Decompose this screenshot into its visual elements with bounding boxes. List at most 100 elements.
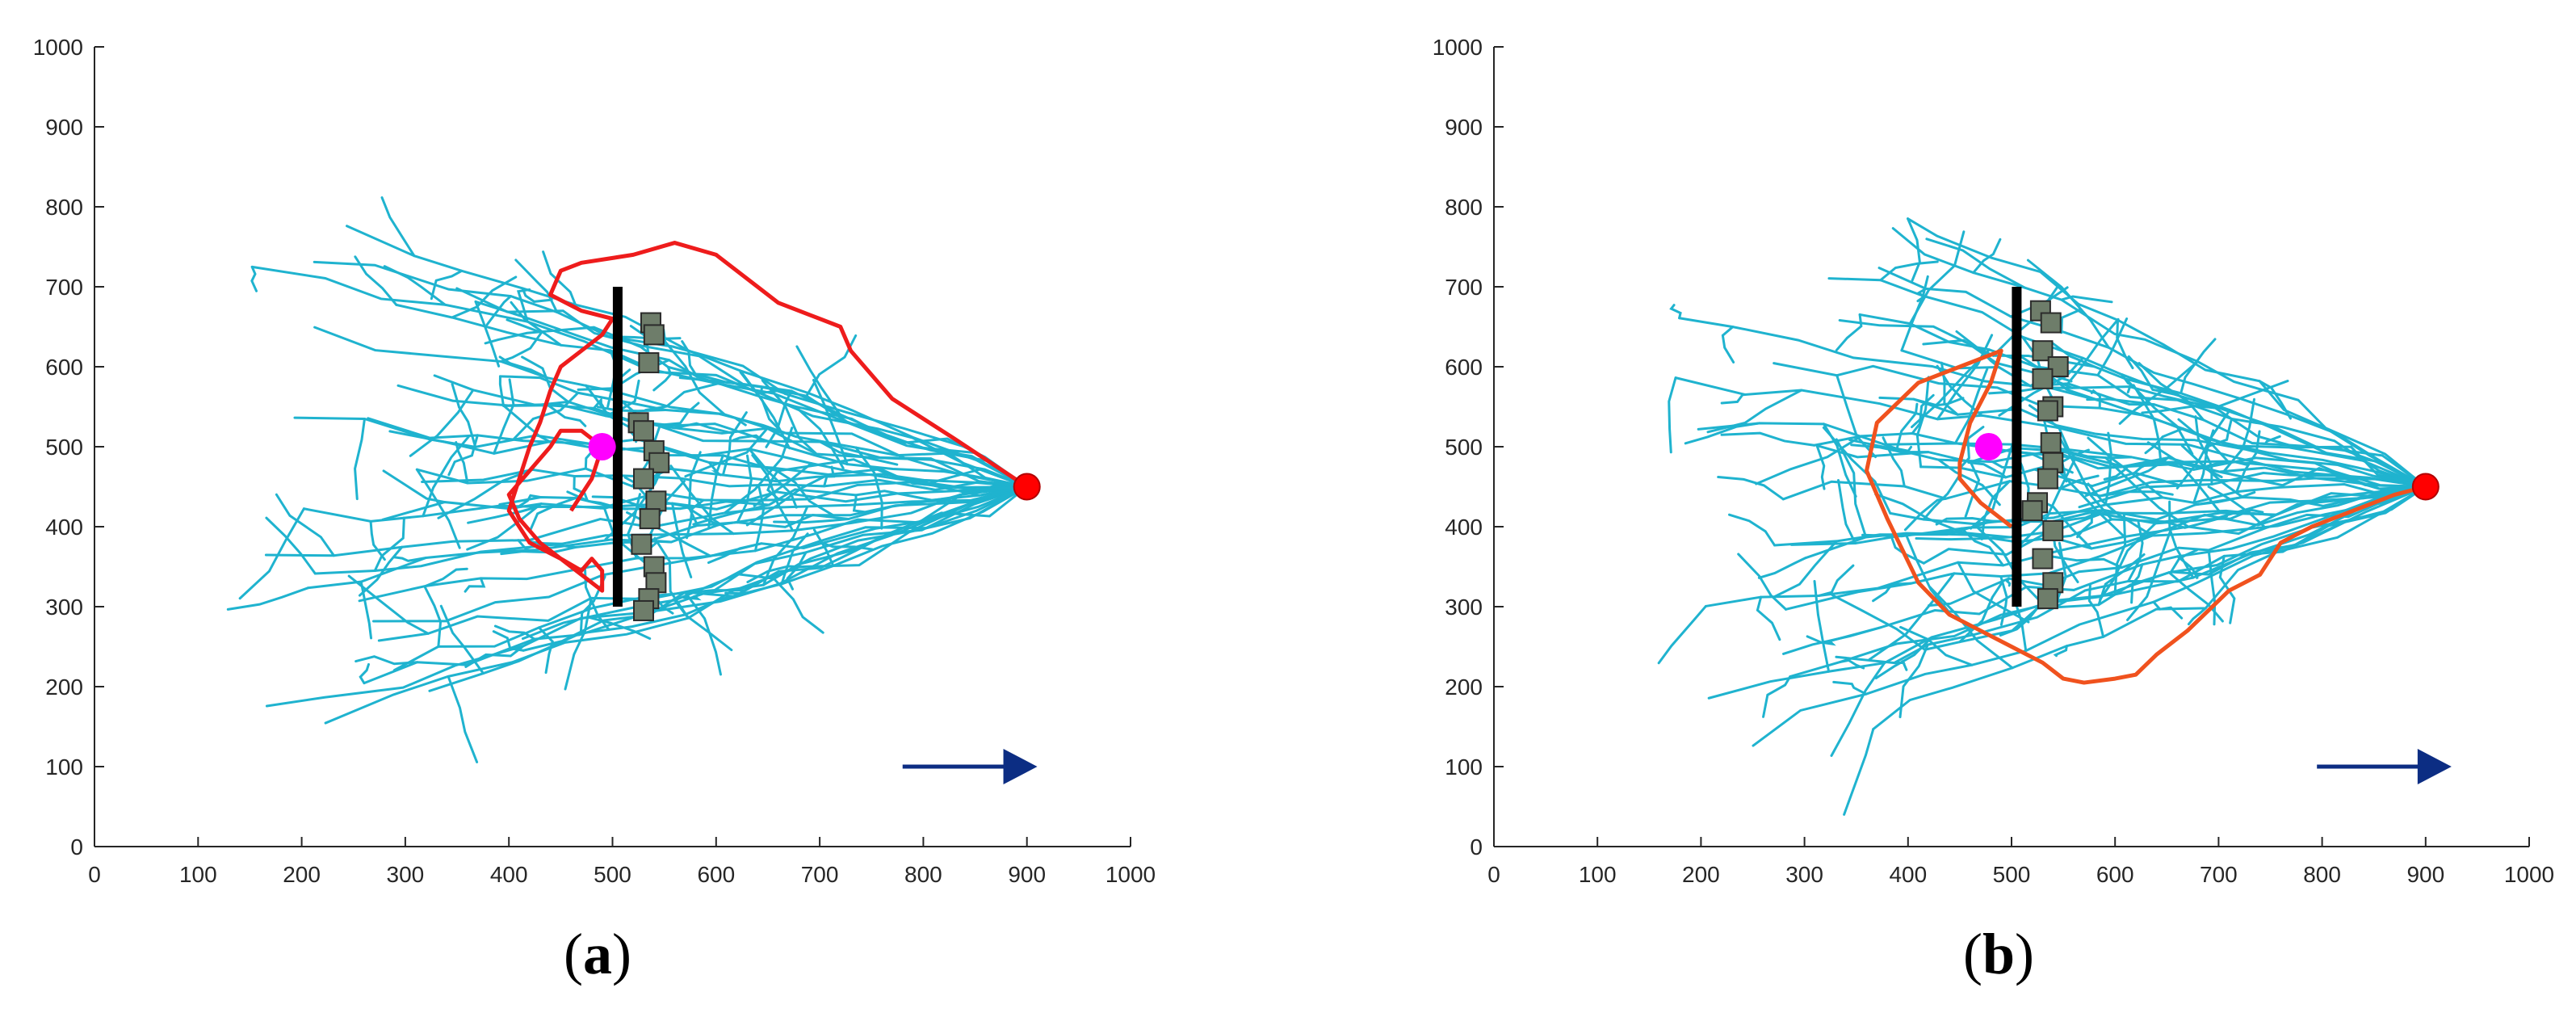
x-tick-label: 800 (2303, 862, 2341, 887)
tree-twig (772, 577, 824, 634)
obstacle-box (2032, 548, 2054, 570)
obstacle-box (639, 508, 661, 530)
x-tick-label: 900 (2406, 862, 2444, 887)
tree-twig (1717, 475, 1785, 501)
tree-twig (2087, 584, 2105, 638)
tree-twig (2124, 377, 2194, 456)
obstacle-box (2032, 368, 2054, 389)
flow-arrow-head (2417, 749, 2452, 784)
tree-branch (1858, 313, 2427, 488)
tree-twig (493, 378, 515, 455)
obstacle-box (2037, 468, 2058, 490)
obstacle-box (2040, 312, 2062, 334)
x-tick-label: 700 (801, 862, 839, 887)
tree-twig (1832, 680, 1868, 696)
y-tick-label: 900 (1445, 115, 1483, 140)
tree-twig (692, 503, 770, 526)
x-tick-label: 1000 (2504, 862, 2554, 887)
tree-twig (1970, 443, 2014, 530)
goal-marker (1013, 473, 1041, 501)
tree-twig (537, 626, 554, 675)
tree-twig (671, 502, 693, 578)
tree-twig (686, 498, 705, 540)
tree-branch (1878, 396, 2427, 488)
tree-twig (770, 466, 835, 517)
tree-branch (346, 225, 1029, 488)
tree-twig (1737, 553, 1788, 611)
tree-twig (2207, 549, 2217, 626)
tree-branch (1900, 349, 2427, 488)
tree-twig (1813, 579, 1831, 673)
panel-label-b: (b) (1963, 922, 2034, 986)
tree-branch (1813, 431, 2427, 488)
tree-twig (492, 630, 525, 652)
tree-branch (377, 485, 1029, 642)
tree-branch (313, 260, 1029, 488)
tree-twig (455, 441, 469, 485)
y-tick-label: 0 (70, 834, 83, 860)
x-tick-label: 400 (490, 862, 528, 887)
tree-branch (1828, 485, 2427, 643)
tree-twig (1958, 579, 2005, 644)
tree-twig (2187, 607, 2207, 626)
tree-branch (1922, 485, 2427, 565)
tree-twig (2194, 415, 2213, 485)
tree-twig (1831, 594, 1927, 651)
obstacle-box (2037, 588, 2058, 610)
tree-twig (1727, 513, 1777, 547)
x-tick-label: 900 (1008, 862, 1046, 887)
tree-twig (1957, 561, 2030, 624)
tree-twig (2144, 427, 2184, 455)
tree-twig (2163, 515, 2228, 529)
y-tick-label: 300 (45, 595, 83, 620)
tree-branch (433, 374, 1029, 488)
tree-twig (2116, 318, 2134, 370)
tree-branch (1773, 362, 2427, 488)
tree-twig (2127, 521, 2144, 582)
tree-twig (673, 599, 733, 652)
tree-twig (2141, 405, 2217, 414)
x-tick-label: 300 (387, 862, 425, 887)
x-tick-label: 200 (283, 862, 321, 887)
tree-twig (430, 269, 464, 301)
tree-twig (1762, 675, 1792, 718)
tree-branch (415, 467, 1029, 488)
tree-twig (1815, 444, 1826, 490)
x-tick-label: 100 (1579, 862, 1617, 887)
x-tick-label: 500 (594, 862, 631, 887)
tree-twig (1893, 659, 1908, 671)
tree-twig (780, 532, 809, 586)
tree-twig (1720, 431, 1816, 447)
tree-twig (592, 397, 605, 410)
tree-branch (1785, 485, 2427, 611)
y-tick-label: 400 (1445, 515, 1483, 540)
y-tick-label: 200 (1445, 675, 1483, 700)
tree-twig (1915, 536, 2012, 541)
obstacle-box (645, 490, 667, 512)
x-tick-label: 1000 (1105, 862, 1156, 887)
tree-twig (2084, 456, 2170, 498)
tree-branch (302, 485, 1029, 523)
y-tick-label: 900 (45, 115, 83, 140)
tree-twig (265, 516, 317, 575)
tree-twig (2060, 295, 2113, 304)
tree-twig (1964, 460, 1981, 518)
tree-twig (466, 502, 543, 551)
tree-twig (485, 295, 513, 326)
tree-twig (1822, 422, 1857, 498)
tree-twig (1657, 604, 1707, 665)
planned-path (1865, 348, 2427, 685)
tree-twig (502, 404, 554, 445)
panel-b: 0 100 200 300 400 500 600 700 800 900 1000 0 100 200 3… (1433, 35, 2554, 887)
tree-branch (502, 404, 1029, 488)
tree-twig (250, 265, 258, 292)
obstacle-box (643, 324, 665, 346)
goal-marker (2411, 473, 2440, 501)
tree-branch (1907, 217, 2427, 488)
tree-twig (794, 405, 845, 469)
tree-twig (529, 497, 577, 532)
y-tick-label: 100 (1445, 754, 1483, 780)
tree-twig (1925, 237, 2026, 289)
tree-twig (238, 507, 305, 600)
tree-twig (500, 546, 577, 556)
